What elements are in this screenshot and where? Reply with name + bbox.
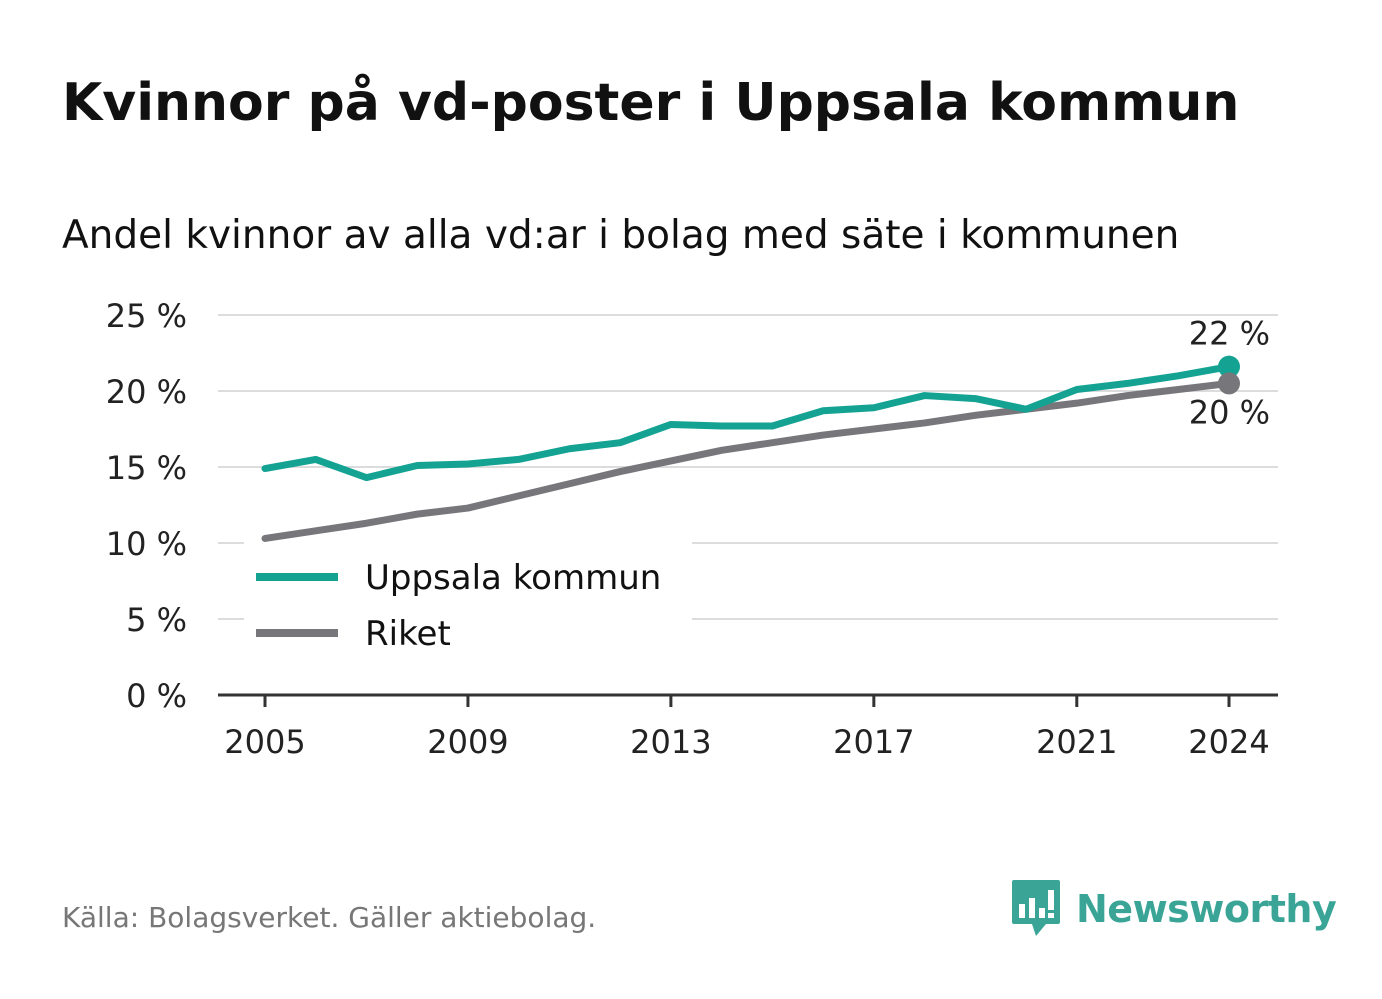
page-title: Kvinnor på vd-poster i Uppsala kommun (62, 73, 1240, 133)
x-axis (218, 693, 1278, 707)
y-tick-label: 5 % (126, 601, 187, 639)
y-tick-label: 15 % (106, 449, 187, 487)
y-axis-ticks: 0 % 5 % 10 % 15 % 20 % 25 % (106, 297, 187, 715)
x-tick-label: 2005 (224, 723, 305, 761)
x-tick-label: 2009 (427, 723, 508, 761)
x-tick-label: 2013 (630, 723, 711, 761)
y-tick-label: 20 % (106, 373, 187, 411)
y-tick-label: 10 % (106, 525, 187, 563)
legend: Uppsala kommun Riket (244, 542, 692, 654)
x-axis-ticks: 2005 2009 2013 2017 2021 2024 (224, 723, 1269, 761)
y-tick-label: 25 % (106, 297, 187, 335)
x-tick-label: 2021 (1036, 723, 1117, 761)
end-point-markers: 22 % 20 % (1189, 315, 1270, 432)
legend-label-riket: Riket (365, 614, 451, 654)
brand-name: Newsworthy (1076, 887, 1337, 931)
end-point-riket (1218, 372, 1240, 395)
chart-subtitle: Andel kvinnor av alla vd:ar i bolag med … (62, 213, 1180, 258)
x-tick-label: 2024 (1188, 723, 1269, 761)
series-line-riket (261, 379, 1233, 542)
newsworthy-chart-bubble-icon (1012, 880, 1060, 936)
legend-label-uppsala: Uppsala kommun (365, 558, 661, 598)
y-tick-label: 0 % (126, 677, 187, 715)
end-label-riket: 20 % (1189, 393, 1270, 431)
end-point-uppsala (1218, 355, 1240, 378)
series-lines (261, 363, 1233, 542)
source-note: Källa: Bolagsverket. Gäller aktiebolag. (62, 901, 597, 934)
x-tick-label: 2017 (833, 723, 914, 761)
brand-logo: Newsworthy (1010, 878, 1337, 940)
end-label-uppsala: 22 % (1189, 315, 1270, 353)
series-line-uppsala (261, 363, 1233, 482)
